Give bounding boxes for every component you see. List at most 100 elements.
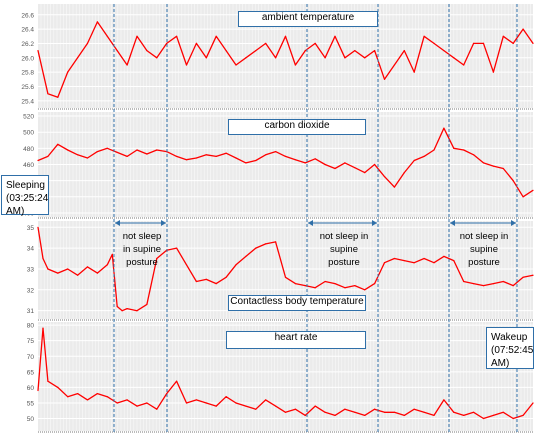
heart-rate-data-point: [136, 405, 138, 407]
co2-data-point: [146, 153, 148, 155]
body-temp-data-point: [275, 241, 277, 243]
heart-rate-data-point: [146, 402, 148, 404]
ambient-temp-data-point: [235, 64, 237, 66]
ambient-temp-data-point: [403, 50, 405, 52]
heart-rate-data-point: [473, 411, 475, 413]
heart-rate-data-point: [185, 402, 188, 404]
co2-data-point: [176, 155, 178, 157]
body-temp-data-point: [106, 264, 108, 266]
heart-rate-data-point: [106, 396, 108, 398]
ambient-temp-data-point: [304, 50, 306, 52]
ambient-temp-data-point: [314, 42, 316, 45]
ambient-temp-data-point: [215, 35, 217, 37]
heart-rate-y-tick-label: 50: [27, 416, 35, 423]
co2-data-point: [433, 149, 435, 151]
heart-rate-data-point: [374, 408, 376, 410]
body-temp-data-point: [96, 272, 98, 274]
co2-data-point: [502, 167, 504, 170]
heart-rate-data-point: [57, 386, 59, 388]
ambient-temp-y-tick-label: 26.6: [21, 12, 34, 19]
body-temp-data-point: [136, 310, 138, 312]
heart-rate-data-point: [42, 327, 44, 329]
heart-rate-data-point: [403, 414, 405, 416]
heart-rate-data-point: [512, 417, 514, 420]
ambient-temp-data-point: [344, 57, 346, 59]
heart-rate-data-point: [482, 417, 485, 420]
co2-data-point: [334, 167, 336, 170]
body-temp-data-point: [403, 260, 405, 262]
body-temp-data-point: [185, 264, 188, 266]
not-sleep-label-3: not sleep in supine posture: [459, 231, 509, 268]
ambient-temp-data-point: [255, 50, 257, 52]
ambient-temp-data-point: [225, 50, 227, 52]
heart-rate-data-point: [205, 402, 207, 404]
co2-y-tick-label: 480: [23, 146, 34, 153]
heart-rate-data-point: [314, 405, 316, 407]
co2-data-point: [126, 155, 128, 157]
ambient-temp-data-point: [482, 42, 485, 45]
ambient-temp-data-point: [156, 57, 158, 59]
interval-arrowhead-left: [115, 220, 120, 226]
co2-data-point: [294, 159, 296, 161]
body-temp-data-point: [492, 283, 494, 285]
body-temp-y-tick-label: 34: [27, 246, 35, 253]
co2-y-tick-label: 500: [23, 130, 34, 137]
body-temp-data-point: [37, 226, 39, 228]
body-temp-data-point: [383, 262, 386, 264]
ambient-temp-data-point: [374, 50, 376, 52]
co2-data-point: [413, 159, 415, 162]
co2-data-point: [67, 149, 69, 151]
ambient-temp-data-point: [463, 64, 465, 66]
panel-title-body-temperature: Contactless body temperature: [228, 295, 366, 311]
not-sleep-label-2: not sleep in supine posture: [319, 231, 369, 268]
heart-rate-data-point: [324, 411, 326, 413]
heart-rate-data-point: [532, 402, 534, 404]
ambient-temp-data-point: [116, 50, 118, 52]
ambient-temp-data-point: [176, 35, 178, 37]
co2-data-point: [215, 155, 217, 157]
body-temp-y-tick-label: 31: [27, 308, 35, 315]
heart-rate-data-point: [37, 389, 39, 392]
ambient-temp-data-point: [126, 64, 128, 66]
heart-rate-data-point: [225, 396, 227, 398]
body-temp-data-point: [121, 310, 123, 312]
body-temp-data-point: [284, 276, 287, 278]
co2-data-point: [482, 162, 485, 164]
body-temp-data-point: [433, 262, 435, 264]
co2-data-point: [344, 162, 346, 164]
co2-data-point: [225, 152, 227, 154]
heart-rate-y-tick-label: 80: [27, 323, 35, 330]
heart-rate-data-point: [284, 411, 287, 413]
heart-rate-data-point: [235, 402, 237, 404]
heart-rate-data-point: [453, 411, 455, 413]
ambient-temp-y-tick-label: 25.8: [21, 70, 34, 77]
interval-arrowhead-right: [511, 220, 516, 226]
ambient-temp-data-point: [275, 57, 277, 59]
heart-rate-data-point: [423, 411, 425, 413]
body-temp-y-tick-label: 35: [27, 225, 35, 232]
co2-data-point: [463, 149, 465, 151]
body-temp-data-point: [255, 247, 257, 249]
ambient-temp-y-tick-label: 25.4: [21, 98, 34, 105]
heart-rate-data-point: [166, 393, 168, 395]
ambient-temp-data-point: [146, 50, 148, 52]
ambient-temp-data-point: [265, 42, 267, 45]
body-temp-y-tick-label: 32: [27, 287, 35, 294]
body-temp-data-point: [47, 268, 49, 270]
body-temp-data-point: [111, 253, 113, 255]
body-temp-data-point: [176, 247, 178, 249]
ambient-temp-data-point: [492, 71, 494, 73]
ambient-temp-data-point: [522, 28, 524, 30]
body-temp-data-point: [443, 255, 445, 257]
not-sleep-label-1: not sleep in supine posture: [122, 231, 162, 268]
body-temp-data-point: [225, 276, 227, 278]
heart-rate-y-tick-label: 75: [27, 338, 35, 345]
chart-panels: 25.425.625.826.026.226.426.6400420440460…: [21, 4, 534, 433]
co2-data-point: [185, 159, 188, 161]
sleeping-annotation: Sleeping (03:25:24 AM): [1, 175, 49, 217]
co2-data-point: [324, 163, 326, 166]
body-temp-data-point: [245, 255, 247, 257]
ambient-temp-y-tick-label: 25.6: [21, 84, 34, 91]
co2-data-point: [96, 151, 98, 153]
co2-data-point: [136, 149, 138, 151]
